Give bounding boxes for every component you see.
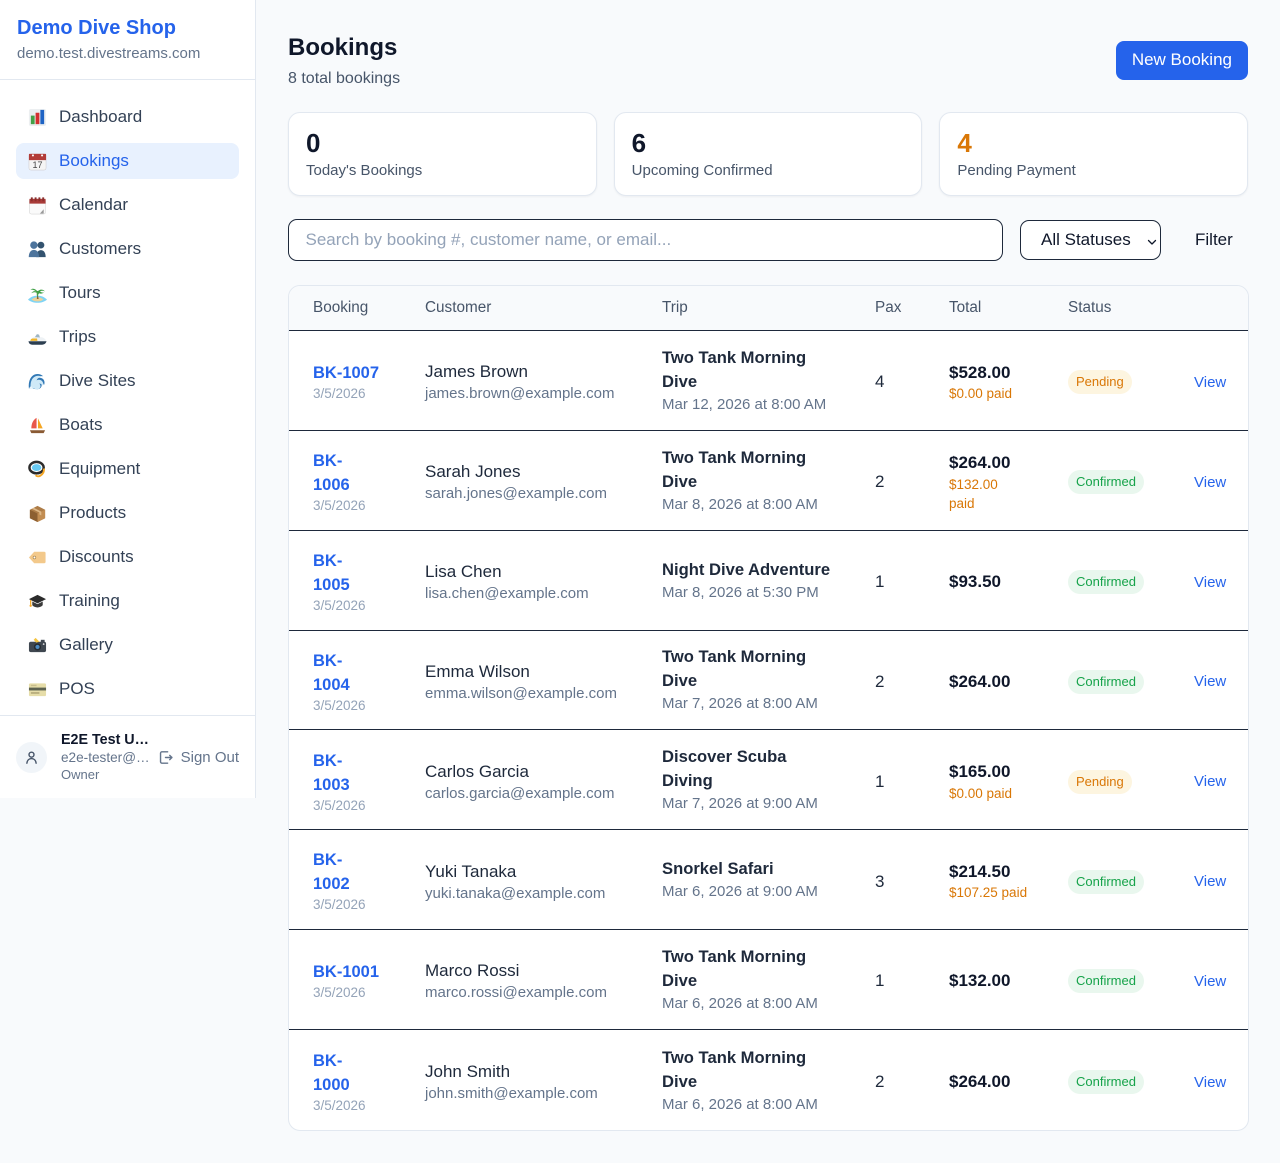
svg-text:17: 17: [32, 160, 42, 170]
